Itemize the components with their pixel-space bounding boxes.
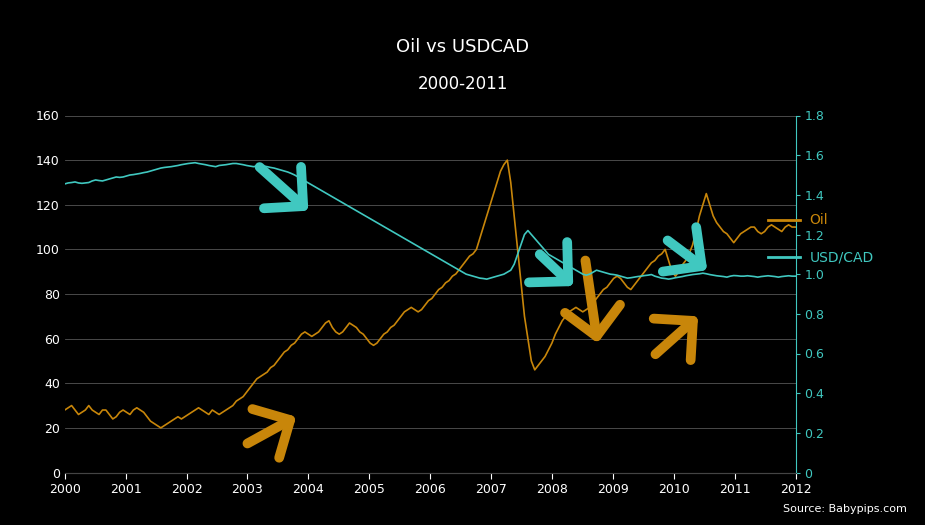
Oil bbox=[430, 291, 441, 297]
Oil bbox=[708, 213, 719, 219]
Line: USD/CAD: USD/CAD bbox=[65, 163, 796, 279]
Oil bbox=[632, 277, 643, 284]
USD/CAD bbox=[190, 160, 201, 166]
Oil bbox=[790, 224, 801, 230]
Text: Oil vs USDCAD: Oil vs USDCAD bbox=[396, 38, 529, 56]
USD/CAD bbox=[59, 181, 70, 187]
Oil bbox=[375, 335, 386, 342]
USD/CAD bbox=[327, 194, 338, 200]
Text: Oil: Oil bbox=[809, 214, 828, 227]
USD/CAD bbox=[375, 222, 386, 228]
USD/CAD bbox=[708, 272, 719, 278]
Line: Oil: Oil bbox=[65, 160, 796, 428]
USD/CAD bbox=[632, 274, 643, 280]
Oil bbox=[155, 425, 166, 431]
USD/CAD bbox=[430, 253, 441, 259]
Oil bbox=[501, 157, 512, 163]
Oil bbox=[59, 407, 70, 413]
Text: USD/CAD: USD/CAD bbox=[809, 250, 873, 264]
Text: 2000-2011: 2000-2011 bbox=[417, 75, 508, 93]
Oil bbox=[523, 335, 534, 342]
USD/CAD bbox=[481, 276, 492, 282]
Text: Source: Babypips.com: Source: Babypips.com bbox=[783, 505, 906, 514]
USD/CAD bbox=[790, 273, 801, 279]
Oil bbox=[327, 324, 338, 331]
USD/CAD bbox=[523, 227, 534, 234]
